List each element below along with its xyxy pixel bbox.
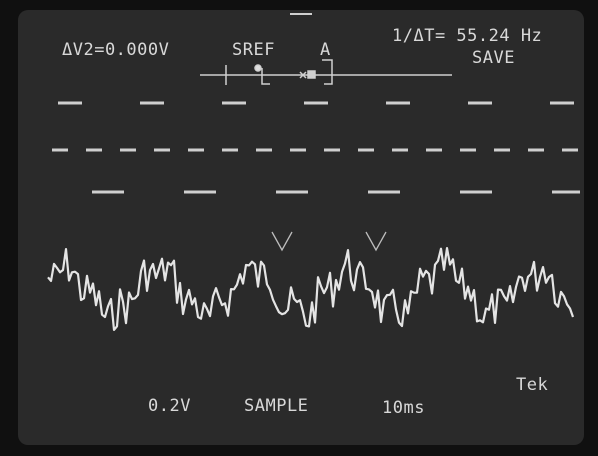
page: {"readout": {"delta_v": "ΔV2=0.000V", "r… [0, 0, 598, 456]
frequency-readout: 1/ΔT= 55.24 Hz [392, 26, 542, 46]
reference-label: SREF [232, 40, 275, 60]
time-per-div: 10ms [382, 398, 425, 418]
cursor-box [308, 71, 315, 78]
channel-label: A [320, 40, 331, 60]
brand-label: Tek [516, 375, 548, 395]
acquisition-mode: SAMPLE [244, 396, 308, 416]
oscilloscope-screen: ΔV2=0.000V SREF A 1/ΔT= 55.24 Hz SAVE 0.… [0, 0, 598, 456]
reference-dot [255, 65, 261, 71]
mode-label: SAVE [472, 48, 515, 68]
volts-per-div: 0.2V [148, 396, 191, 416]
delta-v-readout: ΔV2=0.000V [62, 40, 169, 60]
